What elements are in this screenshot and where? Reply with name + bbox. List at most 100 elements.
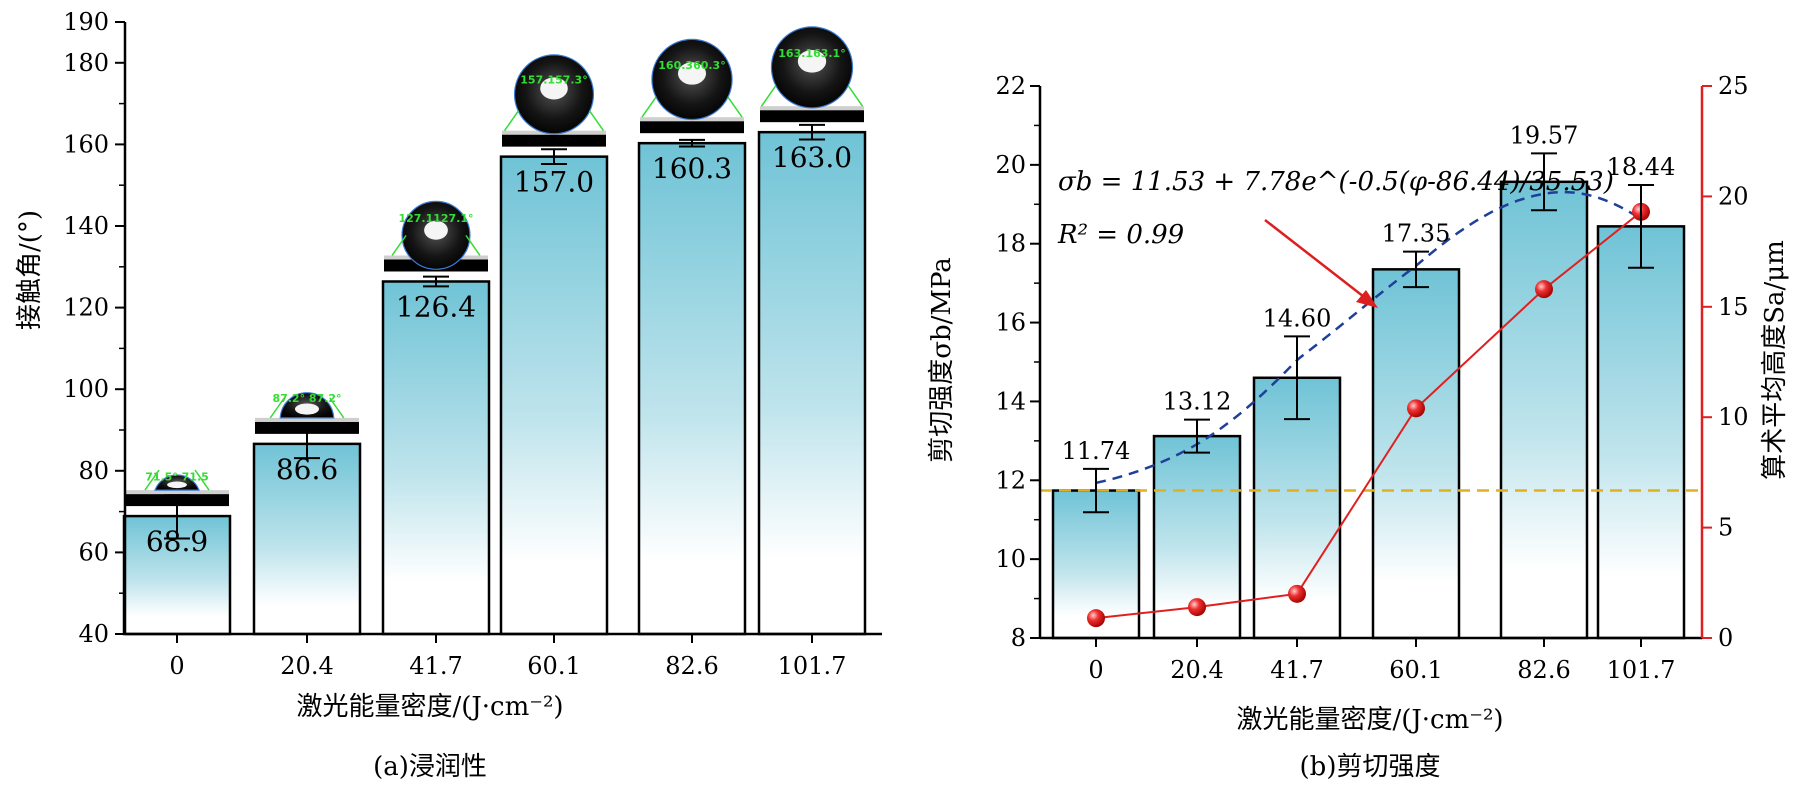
- x-tick-label: 20.4: [280, 652, 333, 680]
- tangent-line: [503, 110, 520, 132]
- x-tick-label: 0: [1088, 656, 1103, 684]
- substrate-plate: [760, 110, 864, 123]
- droplet-angle-label: 87.2° 87.2°: [272, 392, 341, 405]
- value-label: 11.74: [1062, 437, 1131, 465]
- x-tick-label: 20.4: [1170, 656, 1223, 684]
- error-bar-layer: [1083, 152, 1654, 514]
- tangent-line: [847, 85, 864, 107]
- x-tick-label: 82.6: [665, 652, 718, 680]
- tangent-line: [194, 469, 210, 491]
- tangent-line: [760, 85, 777, 107]
- axes: 8 10 12 14 16 18 20 22 0 5 10 15 20 25 0 20.4 41.7 60.1 82…: [995, 72, 1748, 684]
- y-tick-label: 8: [1011, 624, 1026, 652]
- substrate-plate: [502, 134, 606, 147]
- bar-layer: [122, 130, 867, 636]
- y2-tick-label: 10: [1718, 403, 1749, 431]
- x-tick-label: 101.7: [778, 652, 847, 680]
- shear-strength-chart: 11.74 13.12 14.60 17.35 19.57 18.44 8 10 12 14 16…: [927, 72, 1790, 782]
- annotation-arrow: [1264, 219, 1378, 308]
- value-label: 18.44: [1607, 153, 1676, 181]
- droplet-image: 160.360.3°: [640, 38, 744, 134]
- droplet-angle-label: 71.5° 71.5: [145, 471, 209, 484]
- tangent-line: [391, 235, 407, 256]
- fit-r2-text: R² = 0.99: [1057, 220, 1184, 250]
- y-tick-label: 80: [78, 457, 109, 485]
- axes: 40 60 80 100 120 140 160 180 190 0 20.4 41.7 60.1 82.…: [63, 8, 882, 680]
- value-label: 157.0: [514, 166, 594, 199]
- y-tick-label: 14: [995, 387, 1026, 415]
- value-label: 163.0: [772, 141, 852, 174]
- tangent-line: [329, 397, 345, 419]
- value-label: 68.9: [146, 525, 208, 558]
- bar-82.6: [637, 141, 747, 636]
- fit-equation: σb = 11.53 + 7.78e^(-0.5(φ-86.44)/35.53)…: [1057, 167, 1614, 250]
- sa-line: [1095, 211, 1642, 620]
- substrate-plate: [640, 121, 744, 134]
- tangent-line: [465, 235, 481, 256]
- tangent-line: [269, 397, 285, 419]
- y-tick-label: 180: [63, 49, 109, 77]
- droplet-image: 87.2° 87.2°: [255, 392, 359, 434]
- bar-layer: [1051, 180, 1686, 640]
- substrate-plate: [255, 421, 359, 434]
- droplet-image: 127.1127.1°: [384, 200, 488, 272]
- value-label-layer: 11.74 13.12 14.60 17.35 19.57 18.44: [1062, 121, 1676, 464]
- y-tick-label: 12: [995, 466, 1026, 494]
- fit-curve-path: [1095, 190, 1636, 485]
- sa-point: [1288, 584, 1306, 603]
- y-tick-label: 160: [63, 130, 109, 158]
- x-tick-label: 82.6: [1517, 656, 1570, 684]
- y-tick-label: 40: [78, 620, 109, 648]
- droplet-image: 71.5° 71.5: [125, 469, 229, 507]
- contact-angle-chart: 71.5° 71.5 87.2° 87.2° 127.1127.1° 157.157.…: [15, 8, 882, 782]
- droplet-angle-label: 160.360.3°: [658, 59, 725, 72]
- tangent-line: [144, 469, 160, 491]
- bar-101.7: [757, 130, 867, 636]
- x-axis-label: 激光能量密度/(J·cm⁻²): [1236, 705, 1503, 735]
- droplet-highlight: [167, 481, 187, 489]
- tangent-line: [727, 96, 743, 118]
- x-axis-label: 激光能量密度/(J·cm⁻²): [296, 692, 563, 722]
- y-tick-label: 100: [63, 375, 109, 403]
- fit-curve: [1095, 190, 1636, 485]
- droplet-angle-label: 157.157.3°: [520, 74, 587, 87]
- y-axis-label: 剪切强度σb/MPa: [927, 257, 957, 463]
- sa-point: [1407, 399, 1425, 418]
- y-tick-label: 140: [63, 212, 109, 240]
- value-label: 86.6: [276, 453, 338, 486]
- droplet-image: 157.157.3°: [502, 54, 606, 147]
- droplet-highlight: [294, 403, 320, 415]
- y2-axis-label: 算术平均高度Sa/μm: [1760, 240, 1790, 480]
- droplet-image: 163.163.1°: [760, 26, 864, 123]
- value-label: 14.60: [1263, 304, 1332, 332]
- x-tick-label: 101.7: [1607, 656, 1676, 684]
- tangent-line: [641, 96, 657, 118]
- droplet-highlight: [424, 220, 448, 240]
- droplet-image-layer: 71.5° 71.5 87.2° 87.2° 127.1127.1° 157.157.…: [125, 26, 864, 507]
- value-label: 13.12: [1163, 388, 1232, 416]
- substrate-plate: [125, 490, 229, 495]
- droplet-highlight: [677, 62, 707, 85]
- x-tick-label: 60.1: [1389, 656, 1442, 684]
- y-tick-label: 22: [995, 72, 1026, 100]
- bar-60.1: [499, 155, 609, 636]
- value-label-layer: 68.9 86.6 126.4 157.0 160.3 163.0: [146, 141, 852, 558]
- value-label: 126.4: [396, 290, 476, 323]
- y-tick-label: 16: [995, 309, 1026, 337]
- value-label: 17.35: [1382, 220, 1451, 248]
- y2-tick-label: 5: [1718, 514, 1733, 542]
- fit-equation-text: σb = 11.53 + 7.78e^(-0.5(φ-86.44)/35.53): [1058, 167, 1614, 197]
- bar-41.7: [381, 280, 491, 636]
- substrate-plate: [125, 494, 229, 507]
- sa-point: [1087, 609, 1105, 628]
- y2-tick-label: 20: [1718, 182, 1749, 210]
- y2-tick-label: 15: [1718, 293, 1749, 321]
- value-label: 160.3: [652, 152, 732, 185]
- y-tick-label: 20: [995, 151, 1026, 179]
- panel-caption: (a)浸润性: [373, 752, 487, 782]
- sa-point: [1188, 598, 1206, 617]
- bar-82.6: [1499, 180, 1589, 640]
- droplet-highlight: [540, 77, 568, 100]
- tangent-line: [588, 110, 605, 132]
- substrate-plate: [255, 417, 359, 422]
